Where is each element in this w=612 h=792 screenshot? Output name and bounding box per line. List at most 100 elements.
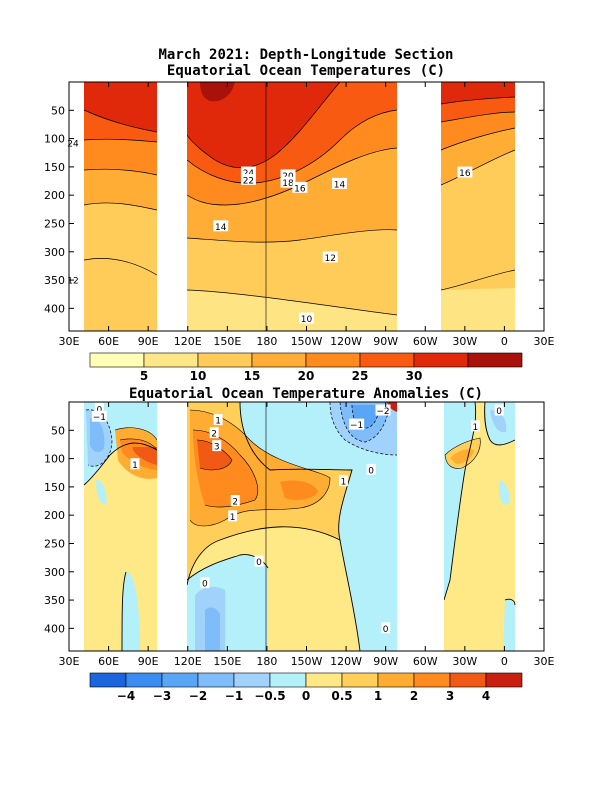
temp-colorbar-label: 15 (244, 369, 261, 383)
temp-x-tick-label: 150E (213, 335, 241, 348)
temp-colorbar-swatch (89, 352, 145, 368)
temp-contour-label-bg (280, 169, 296, 181)
temp-contour-label-bg (299, 312, 314, 324)
anom-contour-label-bg (494, 404, 504, 416)
anom-x-tick-label: 150E (213, 655, 241, 668)
anom-contour-label-bg (213, 414, 223, 426)
temp-x-tick-label: 30W (452, 335, 477, 348)
anom-contour-label-bg (349, 418, 365, 430)
anom-colorbar-label: 3 (446, 689, 454, 703)
temp-x-tick-label: 120E (174, 335, 202, 348)
temperature-axes: 30E 60E 90E 120E 150E 180 150W 120W 90W 60W 30W 0 30… (44, 82, 555, 348)
anom-contour-label-bg (338, 475, 348, 487)
temp-contour-label-bg (331, 177, 347, 189)
anom-contour-label: 0 (202, 580, 208, 590)
anom-colorbar-label: −1 (225, 689, 243, 703)
temp-colorbar-label: 20 (298, 369, 315, 383)
anom-colorbar-swatch (341, 672, 379, 688)
anom-contour-label: 1 (230, 513, 236, 523)
anom-y-tick-label: 250 (44, 537, 65, 550)
anomaly-field (69, 402, 544, 651)
anom-y-tick-label: 50 (51, 424, 65, 437)
anom-colorbar-swatch (89, 672, 127, 688)
temp-colorbar-swatch (467, 352, 523, 368)
temp-contour-label-bg (322, 251, 338, 263)
temp-x-tick-label: 150W (291, 335, 323, 348)
anomaly-panel: Equatorial Ocean Temperature Anomalies (… (44, 386, 555, 703)
anomaly-colorbar: −4 −3 −2 −1 −0.5 0 0.5 1 2 3 4 (89, 672, 523, 703)
anom-data-gap-1 (157, 402, 187, 651)
anom-contour-label: 3 (214, 443, 220, 453)
anom-contour-label-bg (91, 410, 107, 422)
anom-contour-label: 2 (232, 498, 238, 508)
anom-contour-label: −1 (350, 421, 363, 431)
anom-contour-label: 1 (215, 417, 221, 427)
temp-x-tick-label: 30E (534, 335, 555, 348)
temp-contour-label: 16 (459, 169, 471, 179)
temp-x-tick-label: 30E (59, 335, 80, 348)
anom-contour-label-bg (254, 555, 264, 567)
temp-contour-label: 10 (301, 315, 313, 325)
anom-y-tick-label: 200 (44, 509, 65, 522)
anom-colorbar-swatch (305, 672, 343, 688)
temperature-field (69, 82, 544, 331)
anom-x-tick-label: 30E (59, 655, 80, 668)
temperature-panel: March 2021: Depth-Longitude Section Equa… (44, 47, 555, 383)
temp-contour-label-bg (213, 220, 229, 232)
temp-x-tick-label: 0 (501, 335, 508, 348)
temp-y-tick-label: 200 (44, 189, 65, 202)
temp-colorbar-label: 5 (140, 369, 148, 383)
anom-y-tick-label: 300 (44, 566, 65, 579)
anom-contour-label-bg (375, 404, 391, 416)
temp-contour-label-bg (240, 173, 256, 185)
temp-contour-label-bg (240, 166, 256, 178)
temp-y-tick-label: 300 (44, 246, 65, 259)
anom-colorbar-label: 0.5 (331, 689, 352, 703)
temp-y-tick-label: 50 (51, 104, 65, 117)
anom-y-tick-label: 150 (44, 481, 65, 494)
temp-contour-label: 18 (282, 179, 294, 189)
anom-colorbar-label: 1 (374, 689, 382, 703)
temp-x-tick-label: 60W (413, 335, 438, 348)
temp-contour-label: 12 (67, 277, 78, 287)
anom-contour-label-bg (130, 458, 140, 470)
anom-colorbar-swatch (125, 672, 163, 688)
temp-x-tick-label: 60E (98, 335, 119, 348)
temp-contour-label: 16 (294, 184, 306, 194)
anom-x-tick-label: 120W (330, 655, 362, 668)
temp-x-tick-label: 90W (373, 335, 398, 348)
anom-colorbar-swatch (485, 672, 523, 688)
anom-colorbar-swatch (197, 672, 235, 688)
temp-colorbar-label: 25 (352, 369, 369, 383)
anom-x-tick-label: 60W (413, 655, 438, 668)
anom-contour-label-bg (228, 510, 238, 522)
anom-colorbar-swatch (413, 672, 451, 688)
anom-colorbar-label: 0 (302, 689, 310, 703)
anom-contour-label-bg (381, 622, 391, 634)
temp-colorbar-swatch (413, 352, 469, 368)
temp-x-tick-label: 180 (256, 335, 277, 348)
temp-colorbar-swatch (305, 352, 361, 368)
anom-contour-label-bg (230, 495, 240, 507)
anom-colorbar-swatch (161, 672, 199, 688)
temp-data-gap-1 (157, 82, 187, 331)
anom-colorbar-swatch (449, 672, 487, 688)
anom-colorbar-swatch (269, 672, 307, 688)
anom-contour-label: 0 (496, 407, 502, 417)
temp-x-tick-label: 120W (330, 335, 362, 348)
temperature-colorbar: 5 10 15 20 25 30 (89, 352, 523, 383)
anom-contour-label: 0 (368, 466, 374, 476)
temp-colorbar-swatch (251, 352, 307, 368)
temperature-contour-labels: 242422201816141412121016 (65, 137, 473, 325)
temp-y-tick-label: 250 (44, 217, 65, 230)
anom-contour-label: 1 (341, 478, 347, 488)
anom-contour-label-bg (470, 420, 480, 432)
temperature-subtitle: Equatorial Ocean Temperatures (C) (167, 63, 445, 79)
anom-contour-label-bg (366, 463, 376, 475)
temp-x-tick-label: 90E (138, 335, 159, 348)
anom-x-tick-label: 90E (138, 655, 159, 668)
anomaly-title: Equatorial Ocean Temperature Anomalies (… (129, 386, 483, 402)
anom-colorbar-label: −4 (117, 689, 135, 703)
temp-contour-label-bg (280, 176, 296, 188)
temperature-title: March 2021: Depth-Longitude Section (158, 47, 453, 63)
